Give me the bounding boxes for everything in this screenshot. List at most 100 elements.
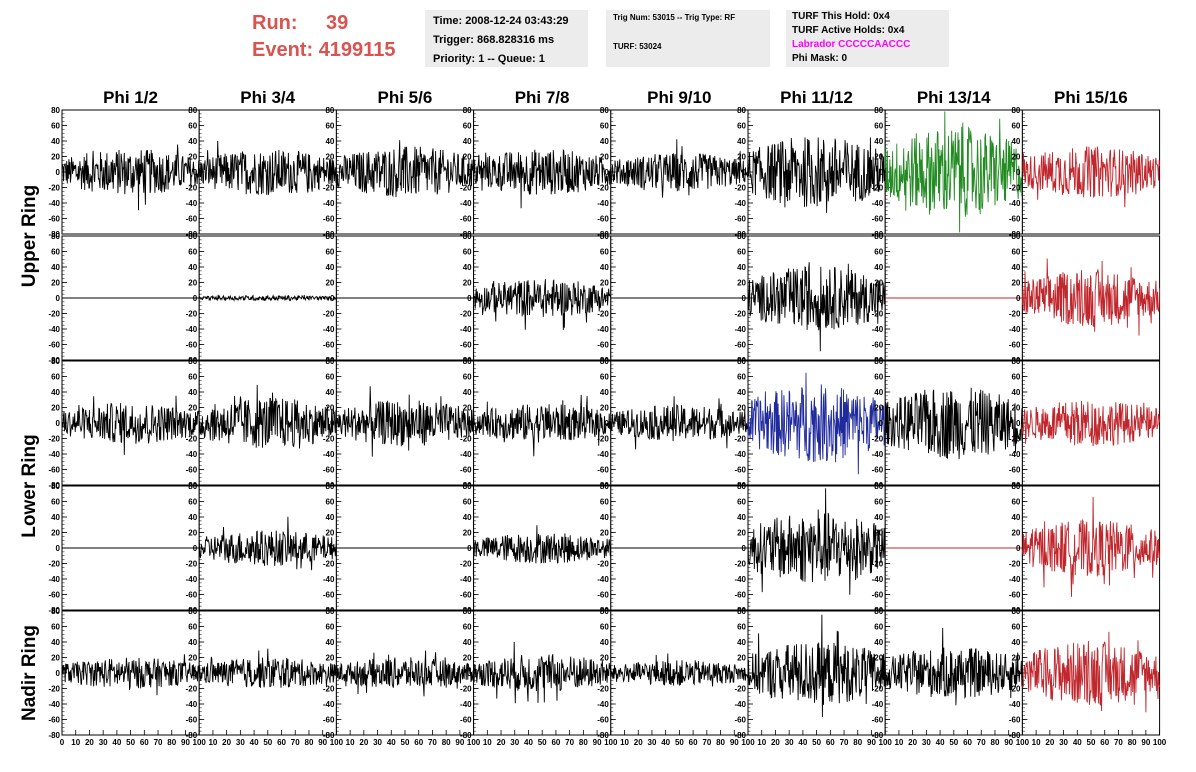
y-tick-label: -20 xyxy=(460,685,472,694)
y-tick-label: -60 xyxy=(734,466,746,475)
y-tick-label: -20 xyxy=(734,310,746,319)
y-tick-label: 60 xyxy=(600,623,609,632)
y-tick-label: 40 xyxy=(874,513,883,522)
y-tick-label: -40 xyxy=(734,575,746,584)
waveform-trace xyxy=(198,516,337,571)
x-tick-label: 50 xyxy=(812,738,821,747)
y-tick-label: 20 xyxy=(600,279,609,288)
waveform-trace xyxy=(61,654,200,696)
y-tick-label: 0 xyxy=(330,669,335,678)
y-tick-label: -20 xyxy=(323,310,335,319)
y-tick-label: 40 xyxy=(737,388,746,397)
waveform-trace xyxy=(61,395,200,455)
y-tick-label: -60 xyxy=(48,716,60,725)
y-tick-label: -20 xyxy=(323,435,335,444)
y-tick-label: 60 xyxy=(325,373,334,382)
y-tick-label: -40 xyxy=(597,199,609,208)
y-tick-label: -80 xyxy=(48,481,60,490)
waveform-trace xyxy=(1021,400,1161,447)
y-tick-label: -60 xyxy=(597,341,609,350)
y-tick-label: 80 xyxy=(600,482,609,491)
y-tick-label: -20 xyxy=(872,685,884,694)
waveform-trace xyxy=(473,394,612,457)
column-label: Phi 11/12 xyxy=(780,88,853,107)
y-tick-label: 0 xyxy=(56,419,61,428)
y-tick-label: 40 xyxy=(51,638,60,647)
y-tick-label: -20 xyxy=(460,560,472,569)
waveform-trace xyxy=(473,149,612,209)
y-tick-label: 20 xyxy=(1011,404,1020,413)
x-tick-label: 80 xyxy=(716,738,725,747)
y-tick-label: 40 xyxy=(463,638,472,647)
y-tick-label: 40 xyxy=(325,513,334,522)
y-tick-label: 80 xyxy=(325,607,334,616)
y-tick-label: 80 xyxy=(874,482,883,491)
y-tick-label: -40 xyxy=(460,700,472,709)
y-tick-label: 40 xyxy=(874,388,883,397)
y-tick-label: 20 xyxy=(463,153,472,162)
x-tick-label: 40 xyxy=(524,738,533,747)
x-tick-label: 30 xyxy=(510,738,519,747)
y-tick-label: 0 xyxy=(604,168,609,177)
y-tick-label: -20 xyxy=(734,184,746,193)
run-label: Run: xyxy=(252,12,298,34)
y-tick-label: 20 xyxy=(51,153,60,162)
x-tick-label: 10 xyxy=(208,738,217,747)
y-tick-label: -80 xyxy=(48,356,60,365)
y-tick-label: -40 xyxy=(186,700,198,709)
y-tick-label: 60 xyxy=(874,248,883,257)
y-tick-label: -60 xyxy=(872,466,884,475)
y-tick-label: 40 xyxy=(463,388,472,397)
x-tick-label: 40 xyxy=(936,738,945,747)
y-tick-label: 60 xyxy=(51,498,60,507)
y-tick-label: 20 xyxy=(51,279,60,288)
y-tick-label: 80 xyxy=(188,106,197,115)
y-tick-label: 0 xyxy=(1016,544,1021,553)
y-tick-label: 20 xyxy=(874,404,883,413)
waveform-trace xyxy=(1021,496,1161,597)
y-tick-label: 60 xyxy=(188,373,197,382)
y-tick-label: -60 xyxy=(1009,716,1021,725)
y-tick-label: -20 xyxy=(872,435,884,444)
y-tick-label: 20 xyxy=(874,529,883,538)
y-tick-label: 0 xyxy=(330,168,335,177)
y-tick-label: 20 xyxy=(600,404,609,413)
waveform-trace xyxy=(610,396,749,450)
y-tick-label: -20 xyxy=(48,685,60,694)
x-tick-label: 10 xyxy=(757,738,766,747)
y-tick-label: -20 xyxy=(460,184,472,193)
x-tick-label: 90 xyxy=(1004,738,1013,747)
y-tick-label: 80 xyxy=(51,357,60,366)
y-tick-label: 0 xyxy=(742,294,747,303)
column-label: Phi 1/2 xyxy=(103,88,158,107)
y-tick-label: 40 xyxy=(463,263,472,272)
y-tick-label: 80 xyxy=(1011,607,1020,616)
y-tick-label: -60 xyxy=(323,215,335,224)
y-tick-label: -60 xyxy=(186,341,198,350)
column-label: Phi 13/14 xyxy=(916,88,991,107)
y-tick-label: 0 xyxy=(604,669,609,678)
y-tick-label: -20 xyxy=(186,685,198,694)
y-tick-label: -40 xyxy=(460,575,472,584)
y-tick-label: -80 xyxy=(48,230,60,239)
y-tick-label: 0 xyxy=(604,419,609,428)
y-tick-label: -60 xyxy=(1009,215,1021,224)
y-tick-label: 20 xyxy=(463,404,472,413)
y-tick-label: 20 xyxy=(600,529,609,538)
y-tick-label: 80 xyxy=(600,607,609,616)
x-tick-label: 20 xyxy=(497,738,506,747)
y-tick-label: -40 xyxy=(323,450,335,459)
y-tick-label: 20 xyxy=(325,529,334,538)
y-tick-label: -40 xyxy=(48,700,60,709)
